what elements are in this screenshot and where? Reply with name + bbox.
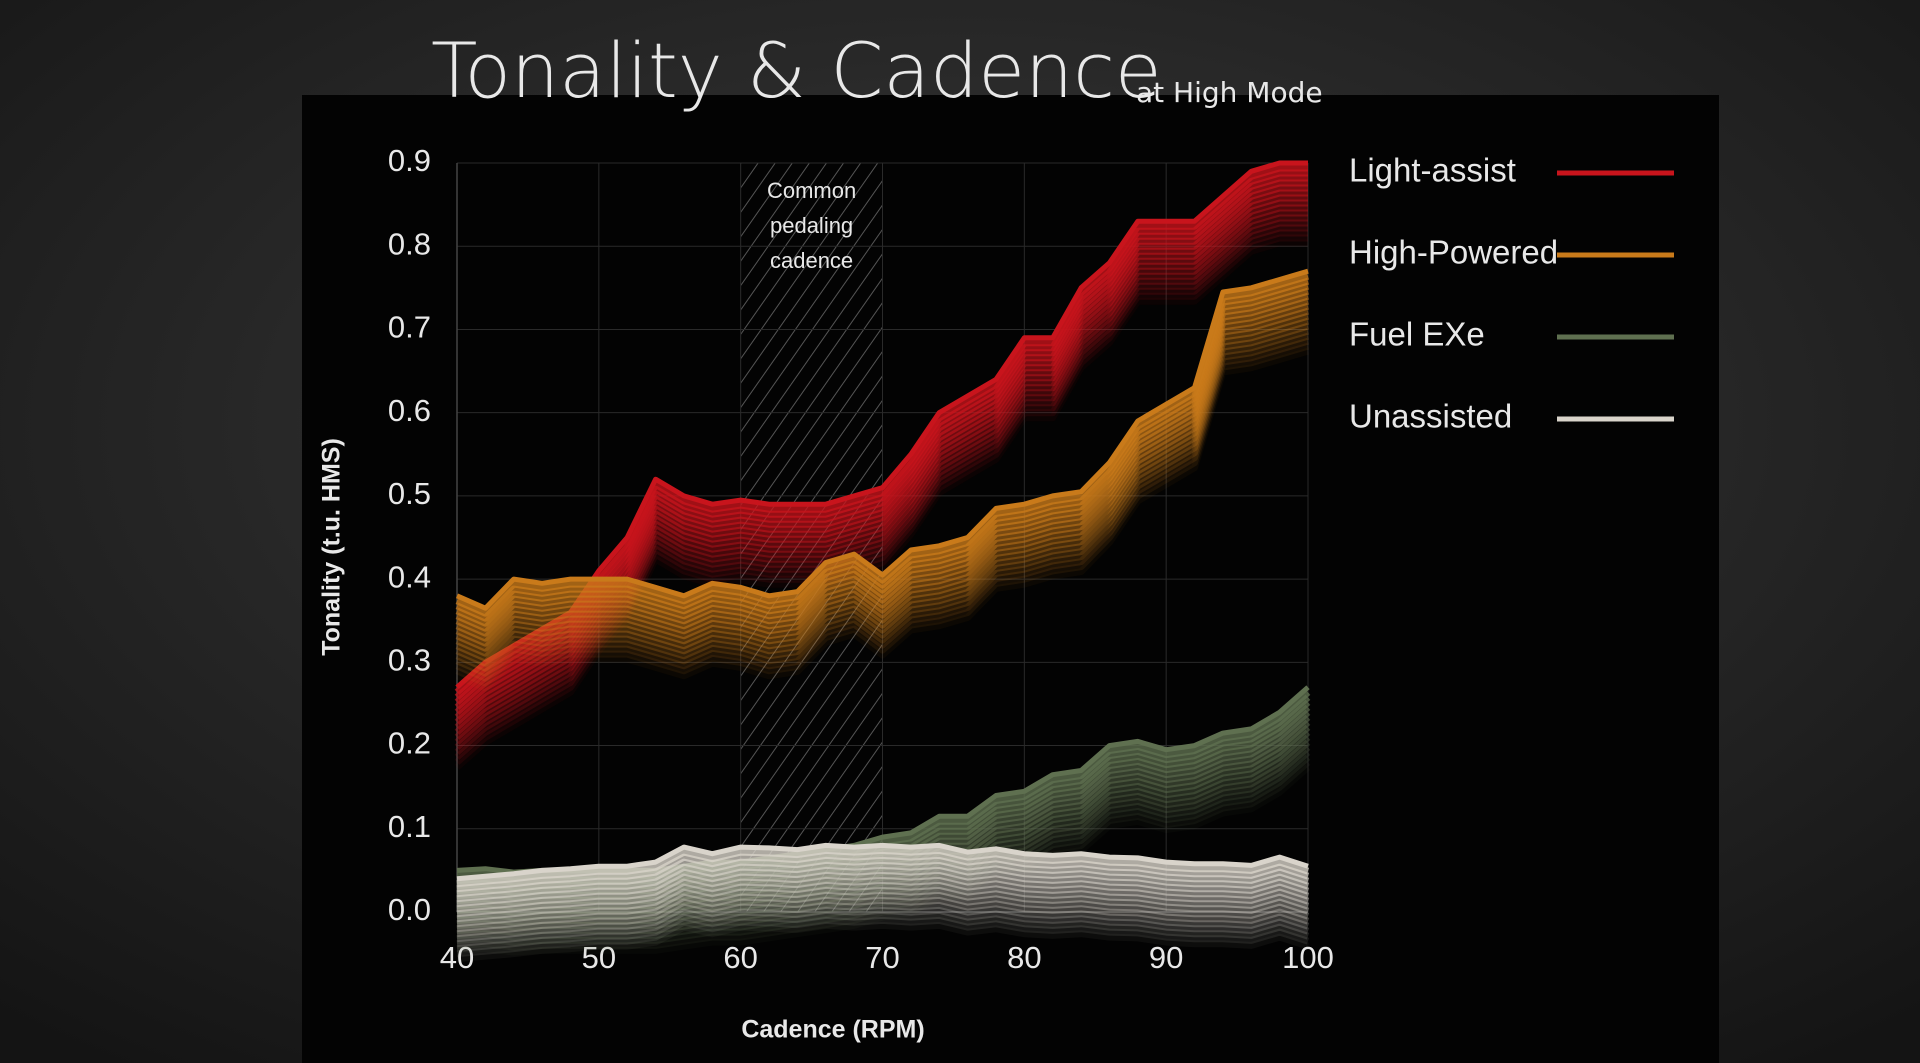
- series-glow: [454, 219, 1308, 750]
- y-tick-label: 0.2: [388, 726, 431, 761]
- series-glow: [456, 876, 1310, 918]
- legend-label: Light-assist: [1349, 152, 1516, 189]
- x-axis-title: Cadence (RPM): [741, 1016, 924, 1044]
- y-axis-title: Tonality (t.u. HMS): [318, 438, 346, 656]
- series-glow: [454, 224, 1308, 755]
- series-glow: [456, 759, 1311, 951]
- series-glow: [454, 229, 1308, 760]
- series-glow: [456, 744, 1311, 936]
- series-glow: [454, 209, 1308, 740]
- series-glow: [456, 886, 1310, 928]
- y-tick-label: 0.7: [388, 310, 431, 345]
- legend-label: High-Powered: [1349, 234, 1558, 271]
- series-group: [455, 268, 1309, 692]
- x-tick-label: 40: [440, 940, 474, 975]
- series-glow: [456, 916, 1310, 958]
- legend-label: Unassisted: [1349, 398, 1512, 435]
- series-glow: [455, 342, 1309, 687]
- x-tick-label: 100: [1282, 940, 1334, 975]
- series-glow: [456, 846, 1310, 888]
- series-glow: [455, 312, 1309, 657]
- series-glow: [456, 901, 1310, 943]
- series-glow: [456, 856, 1310, 898]
- series-glow: [455, 292, 1309, 637]
- series-glow: [456, 861, 1310, 903]
- legend-label: Fuel EXe: [1349, 316, 1485, 353]
- series-line: [455, 268, 1309, 611]
- series-glow: [456, 764, 1311, 956]
- series-glow: [455, 337, 1309, 682]
- annotation-text: pedaling: [770, 213, 853, 238]
- y-tick-label: 0.4: [388, 559, 431, 594]
- y-tick-label: 0.5: [388, 476, 431, 511]
- series-glow: [455, 327, 1309, 672]
- y-tick-label: 0.0: [388, 892, 431, 927]
- y-tick-label: 0.8: [388, 226, 431, 261]
- chart-title: Tonality & Cadence: [431, 26, 1162, 115]
- series-glow: [454, 234, 1308, 765]
- series-glow: [456, 734, 1311, 926]
- series-glow: [454, 164, 1308, 695]
- series-glow: [455, 282, 1309, 627]
- chart-subtitle: at High Mode: [1136, 76, 1323, 109]
- series-glow: [455, 297, 1309, 642]
- x-tick-label: 90: [1149, 940, 1183, 975]
- series-glow: [456, 896, 1310, 938]
- series-glow: [456, 739, 1311, 931]
- series-glow: [455, 307, 1309, 652]
- series-glow: [455, 332, 1309, 677]
- series-glow: [455, 287, 1309, 632]
- series-glow: [455, 347, 1309, 692]
- series-line: [456, 842, 1309, 882]
- series-glow: [456, 866, 1310, 908]
- series-glow: [456, 891, 1310, 933]
- series-glow: [456, 851, 1310, 893]
- x-tick-label: 50: [582, 940, 616, 975]
- y-tick-label: 0.1: [388, 809, 431, 844]
- x-tick-label: 80: [1007, 940, 1041, 975]
- series-glow: [456, 754, 1311, 946]
- series-glow: [455, 277, 1309, 622]
- series-glow: [456, 906, 1310, 948]
- x-tick-label: 60: [723, 940, 757, 975]
- series-glow: [456, 749, 1311, 941]
- series-glow: [454, 214, 1308, 745]
- y-tick-label: 0.6: [388, 393, 431, 428]
- series-glow: [454, 239, 1308, 770]
- series-glow: [455, 272, 1309, 617]
- y-tick-label: 0.3: [388, 643, 431, 678]
- series-glow: [456, 871, 1310, 913]
- series-glow: [455, 302, 1309, 647]
- series-glow: [456, 921, 1310, 963]
- series-glow: [455, 322, 1309, 667]
- series-line: [455, 160, 1308, 690]
- series-glow: [455, 317, 1309, 662]
- series-group: [456, 842, 1310, 963]
- x-tick-label: 70: [865, 940, 899, 975]
- series-glow: [456, 911, 1310, 953]
- annotation-text: cadence: [770, 248, 853, 273]
- annotation-text: Common: [767, 178, 856, 203]
- series-glow: [456, 881, 1310, 923]
- y-tick-label: 0.9: [388, 143, 431, 178]
